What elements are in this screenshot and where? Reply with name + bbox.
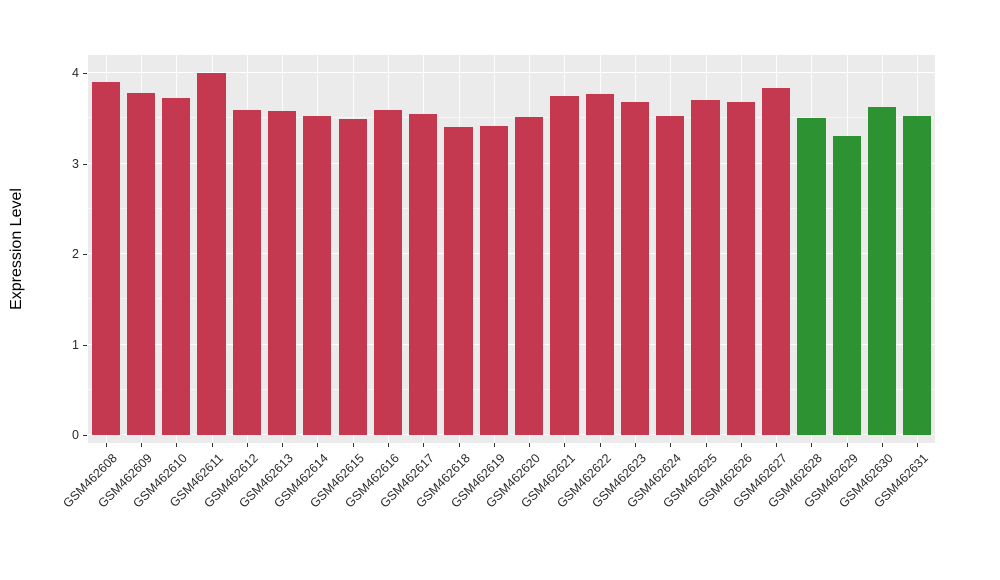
x-tick-mark: [423, 443, 425, 447]
bar-GSM462629: [832, 136, 861, 435]
x-tick-mark: [670, 443, 672, 447]
y-tick-mark: [83, 435, 87, 436]
y-axis-title-text: Expression Level: [8, 188, 25, 310]
x-tick-mark: [105, 443, 107, 447]
bar-GSM462622: [585, 93, 614, 435]
y-tick-label: 4: [72, 66, 79, 80]
gridline-major: [88, 434, 935, 435]
bar-GSM462628: [797, 118, 826, 435]
y-tick-label: 2: [72, 247, 79, 261]
y-tick-mark: [83, 344, 87, 346]
x-tick-mark: [176, 443, 178, 447]
bar-GSM462613: [267, 111, 297, 435]
bar-GSM462626: [726, 101, 755, 435]
bar-GSM462623: [620, 101, 650, 435]
bar-GSM462627: [762, 88, 791, 435]
x-tick-mark: [246, 443, 248, 447]
y-tick-mark: [83, 163, 87, 165]
x-tick-mark: [387, 443, 389, 447]
x-tick-mark: [529, 443, 531, 447]
x-tick-mark: [352, 443, 354, 447]
gridline-major: [88, 72, 935, 73]
bar-GSM462614: [303, 116, 332, 435]
y-tick-label: 3: [72, 156, 79, 171]
gridline-major: [88, 162, 935, 164]
x-tick-mark: [493, 443, 495, 447]
bar-GSM462608: [91, 82, 120, 435]
bar-GSM462625: [691, 100, 720, 435]
x-tick-mark: [846, 443, 848, 447]
bar-GSM462615: [338, 119, 367, 435]
gridline-major: [88, 253, 935, 254]
bar-GSM462619: [479, 126, 508, 435]
x-tick-mark: [917, 443, 919, 447]
x-tick-mark: [740, 443, 742, 447]
gridline-minor: [88, 298, 935, 300]
y-tick-label: 0: [72, 428, 79, 442]
y-tick-label: 1: [72, 337, 79, 352]
x-tick-mark: [211, 443, 213, 447]
x-tick-mark: [811, 443, 813, 447]
y-tick-mark: [83, 254, 87, 255]
x-tick-mark: [282, 443, 284, 447]
x-tick-mark: [776, 443, 778, 447]
y-tick-mark: [83, 73, 87, 74]
bar-GSM462630: [867, 106, 897, 435]
gridline-major: [88, 343, 935, 345]
bar-GSM462618: [444, 127, 473, 435]
bar-GSM462616: [373, 110, 403, 435]
x-tick-mark: [599, 443, 601, 447]
bar-GSM462609: [126, 92, 156, 435]
bar-GSM462624: [656, 116, 685, 435]
x-tick-mark: [882, 443, 884, 447]
x-tick-mark: [317, 443, 319, 447]
x-tick-mark: [140, 443, 142, 447]
bar-GSM462612: [232, 110, 261, 435]
bar-GSM462611: [197, 73, 226, 435]
bar-GSM462621: [550, 95, 579, 435]
plot-panel: [88, 55, 935, 443]
bar-GSM462610: [162, 98, 191, 435]
bar-GSM462617: [409, 113, 438, 435]
gridline-minor: [88, 117, 935, 119]
bar-GSM462631: [903, 116, 932, 435]
gridline-minor: [88, 388, 935, 390]
bar-GSM462620: [515, 117, 544, 435]
x-tick-mark: [564, 443, 566, 447]
x-tick-mark: [458, 443, 460, 447]
gridline-minor: [88, 207, 935, 209]
x-tick-mark: [635, 443, 637, 447]
x-tick-mark: [705, 443, 707, 447]
